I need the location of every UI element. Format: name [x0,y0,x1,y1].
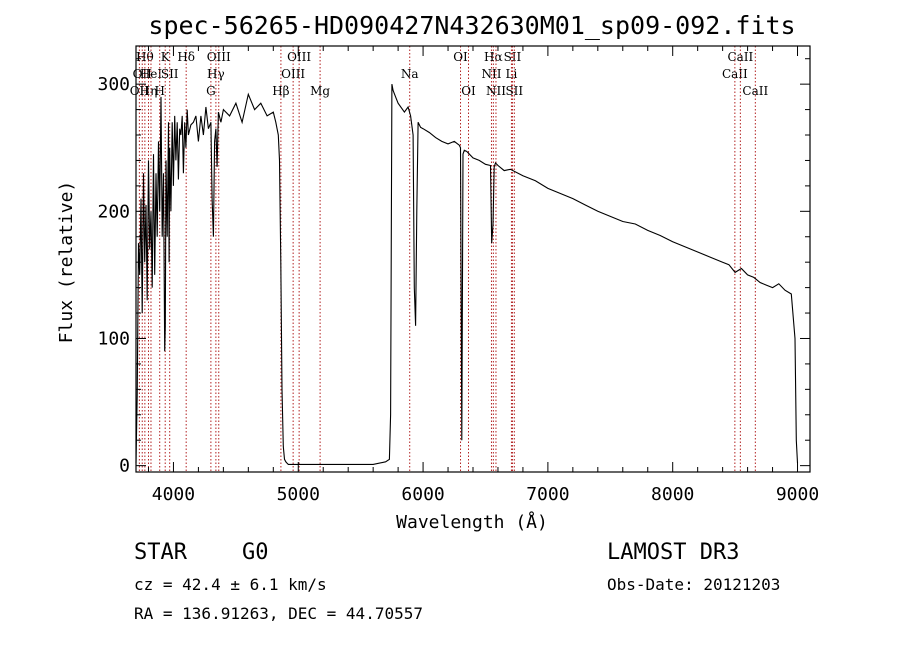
y-tick-label-0: 0 [119,456,130,477]
x-tick-label-5: 9000 [776,484,819,505]
marker-label-20: Hα [484,50,503,64]
obs-date: Obs-Date: 20121203 [607,575,781,594]
marker-label-19: NII [481,67,501,81]
marker-label-2: Hθ [136,50,154,64]
survey-label: LAMOST DR3 [607,540,740,565]
y-tick-label-1: 100 [97,328,130,349]
marker-label-7: SII [161,67,179,81]
x-tick-label-1: 5000 [277,484,320,505]
marker-label-23: SII [504,50,522,64]
x-tick-label-4: 8000 [651,484,694,505]
axes: 4000 5000 6000 7000 8000 9000 0 100 200 300 [97,46,819,505]
x-tick-label-2: 6000 [401,484,444,505]
plot-frame [135,45,811,473]
marker-label-27: CaII [742,84,768,98]
line-markers: OII OII Hθ Hη HeI H K SII Hδ G Hγ OIII Hβ OIII OIII Mg N… [130,46,768,472]
object-class: STAR [134,540,187,565]
marker-label-21: NII [486,84,506,98]
marker-label-0: OII [130,84,150,98]
marker-label-9: G [206,84,216,98]
marker-label-14: OIII [287,50,311,64]
y-tick-label-2: 200 [97,201,130,222]
marker-label-11: OIII [207,50,231,64]
marker-label-24: SII [505,84,523,98]
marker-label-18: OI [461,84,476,98]
marker-label-25: CaII [722,67,748,81]
marker-label-6: K [161,50,171,64]
y-axis-label: Flux (relative) [56,181,77,344]
marker-label-4: HeI [140,67,163,81]
marker-label-5: H [154,84,164,98]
marker-label-3: Hη [140,84,158,98]
marker-label-26: CaII [727,50,753,64]
coordinates: RA = 136.91263, DEC = 44.70557 [134,604,423,623]
marker-label-15: Mg [310,84,330,98]
marker-label-12: Hβ [272,84,289,98]
spectrum-series-line [135,83,799,465]
object-subclass: G0 [242,540,269,565]
marker-label-16: Na [401,67,419,81]
marker-label-10: Hγ [207,67,225,81]
redshift-readout: cz = 42.4 ± 6.1 km/s [134,575,327,594]
x-tick-label-0: 4000 [152,484,195,505]
marker-label-13: OIII [281,67,305,81]
marker-label-1: OII [133,67,153,81]
x-tick-label-3: 7000 [526,484,569,505]
x-axis-label: Wavelength (Å) [396,511,548,533]
chart-title: spec-56265-HD090427N432630M01_sp09-092.f… [148,11,795,40]
plot-area [135,83,799,465]
marker-label-22: Li [506,67,518,81]
marker-label-17: OI [453,50,468,64]
y-tick-label-3: 300 [97,74,130,95]
marker-label-8: Hδ [177,50,195,64]
